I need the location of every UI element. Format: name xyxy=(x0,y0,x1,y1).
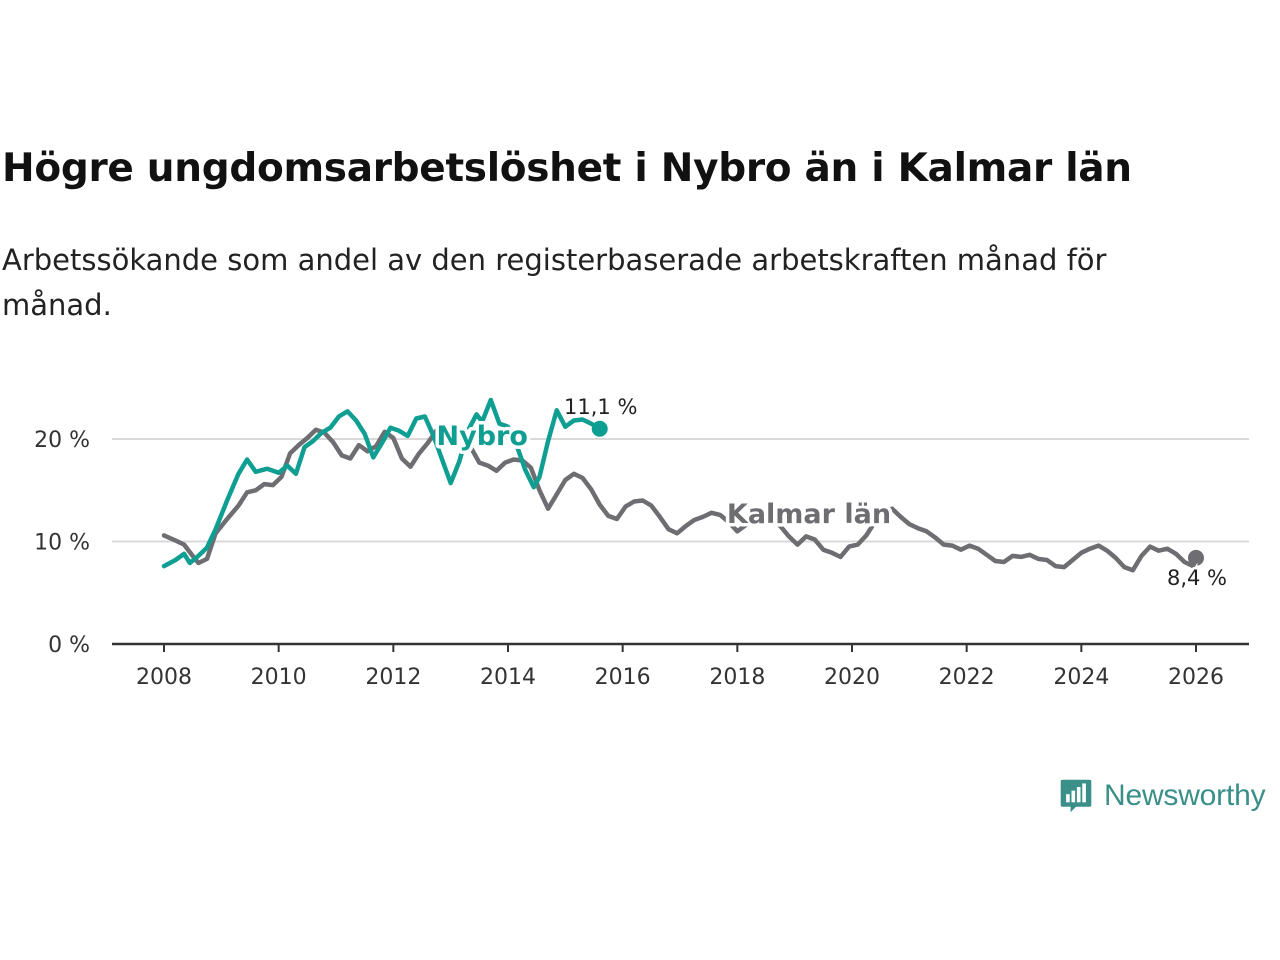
x-tick-label: 2016 xyxy=(595,665,651,690)
y-tick-label: 0 % xyxy=(48,633,90,658)
newsworthy-logo-icon xyxy=(1060,779,1092,813)
x-tick-label: 2022 xyxy=(939,665,995,690)
end-marker-kalmar xyxy=(1188,549,1204,566)
y-tick-label: 20 % xyxy=(34,428,90,453)
x-tick-label: 2014 xyxy=(480,665,536,690)
x-tick-label: 2024 xyxy=(1053,665,1109,690)
end-marker-nybro xyxy=(591,420,608,437)
end-value-label-kalmar: 8,4 % xyxy=(1167,566,1227,590)
x-tick-label: 2010 xyxy=(251,665,307,690)
series-label-kalmar: Kalmar län xyxy=(727,499,891,530)
y-tick-label: 10 % xyxy=(34,531,90,556)
x-tick-label: 2026 xyxy=(1168,665,1224,690)
brand-name: Newsworthy xyxy=(1104,779,1266,812)
end-value-label-nybro: 11,1 % xyxy=(564,395,637,419)
x-tick-label: 2020 xyxy=(824,665,880,690)
series-line-nybro xyxy=(161,397,602,569)
newsworthy-brand[interactable]: Newsworthy xyxy=(1058,773,1266,819)
x-tick-label: 2018 xyxy=(709,665,765,690)
chart-title: Högre ungdomsarbetslöshet i Nybro än i K… xyxy=(2,146,1132,191)
chart-subtitle: Arbetssökande som andel av den registerb… xyxy=(2,243,1107,322)
series-line-kalmar xyxy=(161,425,1199,573)
x-tick-label: 2012 xyxy=(365,665,421,690)
series-label-nybro: Nybro xyxy=(437,421,528,452)
x-tick-label: 2008 xyxy=(136,665,192,690)
